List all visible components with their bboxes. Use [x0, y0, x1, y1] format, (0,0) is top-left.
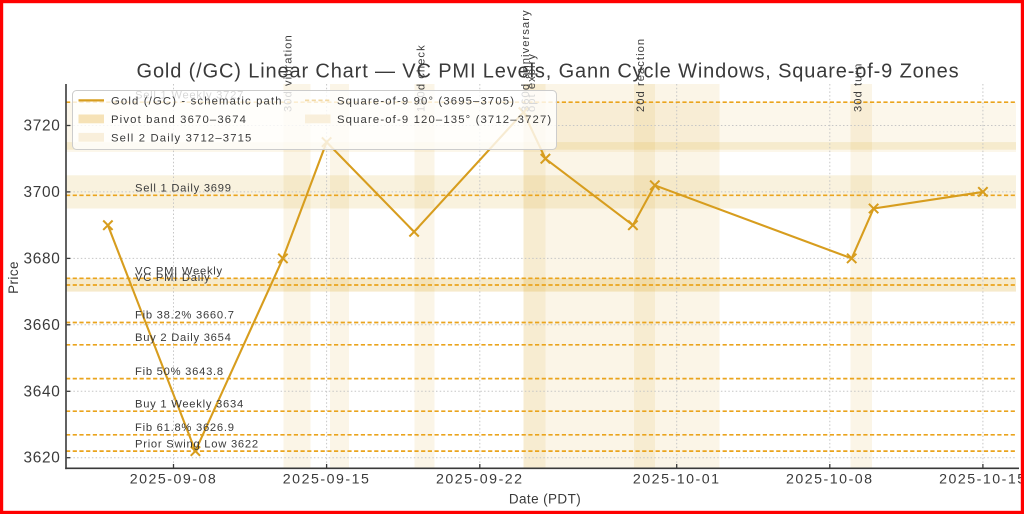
svg-text:Buy 2 Daily 3654: Buy 2 Daily 3654 — [135, 332, 232, 344]
svg-text:3680: 3680 — [23, 250, 60, 267]
svg-text:Buy 1 Weekly 3634: Buy 1 Weekly 3634 — [135, 398, 244, 410]
svg-text:Pivot band 3670–3674: Pivot band 3670–3674 — [111, 114, 247, 126]
svg-text:2025-10-01: 2025-10-01 — [633, 471, 721, 487]
svg-text:Gold (/GC) - schematic path: Gold (/GC) - schematic path — [111, 95, 283, 107]
svg-text:Prior Swing Low 3622: Prior Swing Low 3622 — [135, 438, 259, 450]
svg-text:Date (PDT): Date (PDT) — [509, 492, 581, 507]
svg-text:3640: 3640 — [23, 383, 60, 400]
svg-text:Sell 1 Daily 3699: Sell 1 Daily 3699 — [135, 183, 232, 195]
svg-text:Square-of-9 120–135° (3712–372: Square-of-9 120–135° (3712–3727) — [337, 114, 552, 126]
svg-text:Fib 50% 3643.8: Fib 50% 3643.8 — [135, 366, 224, 378]
svg-text:2025-10-15: 2025-10-15 — [939, 471, 1024, 487]
svg-text:Fib 61.8% 3626.9: Fib 61.8% 3626.9 — [135, 422, 235, 434]
svg-text:Sell 2 Daily 3712–3715: Sell 2 Daily 3712–3715 — [111, 132, 253, 144]
svg-text:3720: 3720 — [23, 118, 60, 135]
svg-text:Fib 38.2% 3660.7: Fib 38.2% 3660.7 — [135, 310, 235, 322]
svg-text:Price: Price — [6, 261, 21, 294]
svg-text:Gold (/GC) Linear Chart — VC P: Gold (/GC) Linear Chart — VC PMI Levels,… — [137, 61, 960, 83]
svg-text:360d anniversary: 360d anniversary — [520, 9, 532, 112]
svg-text:2025-09-22: 2025-09-22 — [436, 471, 524, 487]
svg-text:20d reaction: 20d reaction — [635, 38, 647, 112]
svg-text:3620: 3620 — [23, 450, 60, 467]
svg-text:3700: 3700 — [23, 184, 60, 201]
svg-text:30d turn: 30d turn — [853, 63, 865, 112]
svg-text:2025-09-08: 2025-09-08 — [130, 471, 218, 487]
svg-text:Square-of-9 90° (3695–3705): Square-of-9 90° (3695–3705) — [337, 95, 515, 107]
svg-text:2025-09-15: 2025-09-15 — [283, 471, 371, 487]
svg-text:3660: 3660 — [23, 317, 60, 334]
svg-text:2025-10-08: 2025-10-08 — [786, 471, 874, 487]
svg-text:VC PMI Weekly: VC PMI Weekly — [135, 266, 223, 278]
svg-text:VC PMI Daily: VC PMI Daily — [135, 272, 211, 284]
